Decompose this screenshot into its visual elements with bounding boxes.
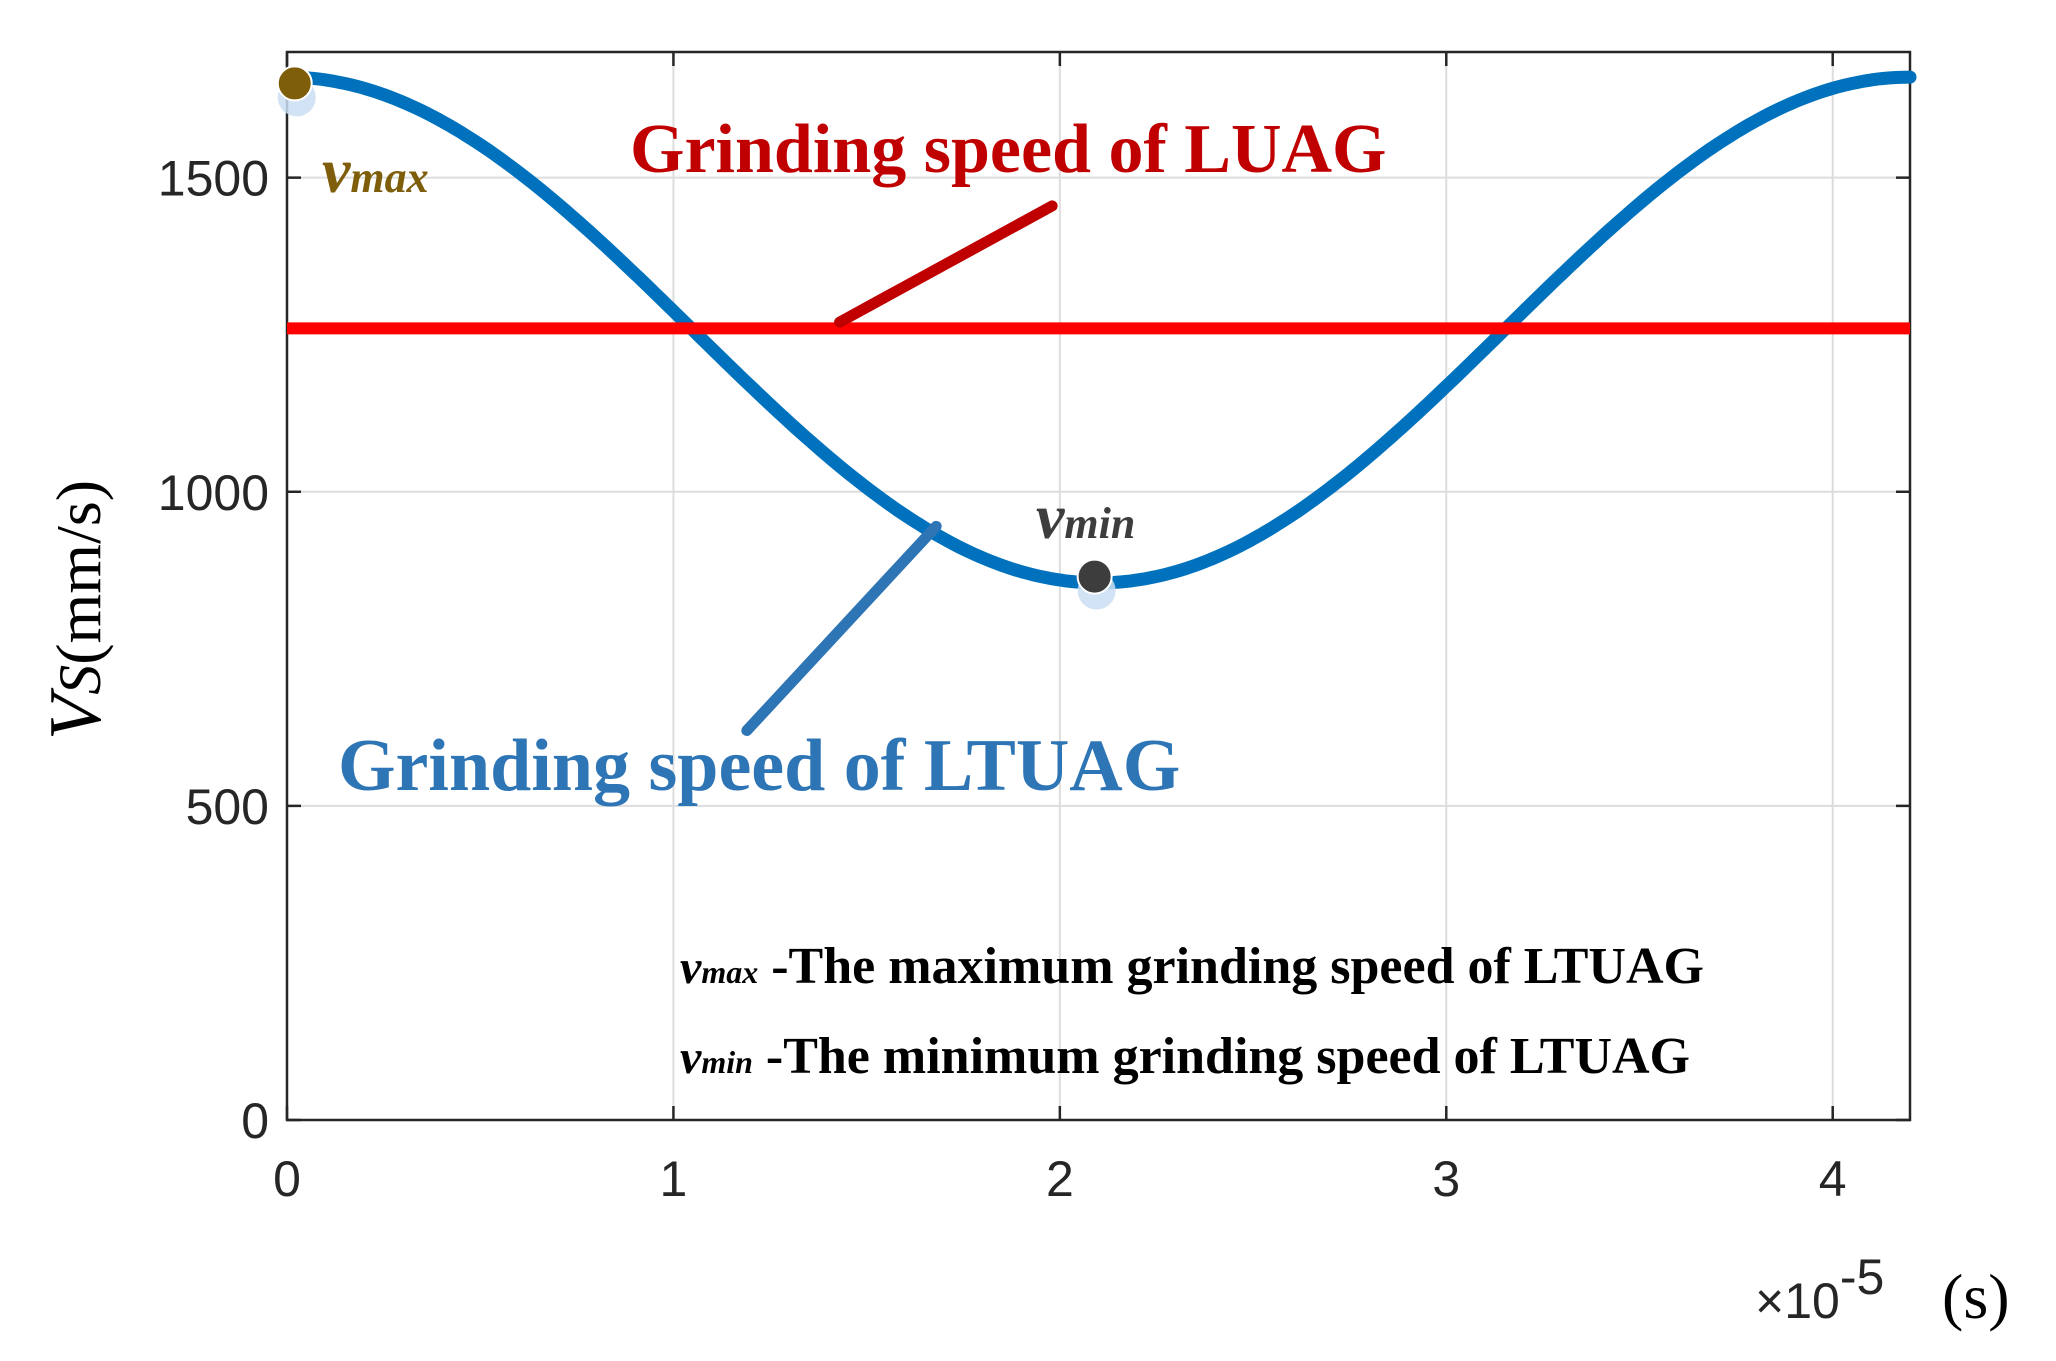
y-tick-label: 1000	[158, 465, 269, 521]
vmax-marker	[276, 65, 313, 102]
y-tick-label: 500	[186, 779, 269, 835]
plot-frame	[285, 50, 1912, 1122]
x-tick-label: 2	[1046, 1151, 1074, 1207]
markers	[276, 65, 1116, 610]
x-tick-label: 3	[1432, 1151, 1460, 1207]
annotation-arrows	[741, 200, 1058, 736]
x-tick-label: 1	[660, 1151, 688, 1207]
ticks: 0 1 2 3 4 0 500 1000 1500	[158, 52, 1910, 1207]
y-tick-label: 1500	[158, 151, 269, 207]
x-axis-exponent: ×10-5	[1755, 1249, 1884, 1329]
x-axis-unit: (s)	[1942, 1261, 2010, 1332]
luag-arrow	[834, 200, 1058, 328]
x-tick-label: 4	[1819, 1151, 1847, 1207]
ltuag-annotation: Grinding speed of LTUAG	[338, 725, 1180, 807]
legend-note-vmax: vmax -The maximum grinding speed of LTUA…	[680, 938, 1704, 995]
ltuag-arrow	[741, 520, 942, 736]
vmax-label: vmax	[322, 135, 429, 206]
luag-annotation: Grinding speed of LUAG	[630, 111, 1387, 188]
legend-note-vmin: vmin -The minimum grinding speed of LTUA…	[680, 1028, 1690, 1085]
y-tick-label: 0	[241, 1093, 269, 1149]
y-axis-label: VS(mm/s)	[35, 480, 117, 740]
vmin-marker	[1076, 558, 1113, 595]
vmin-label: vmin	[1036, 481, 1135, 552]
x-tick-label: 0	[273, 1151, 301, 1207]
